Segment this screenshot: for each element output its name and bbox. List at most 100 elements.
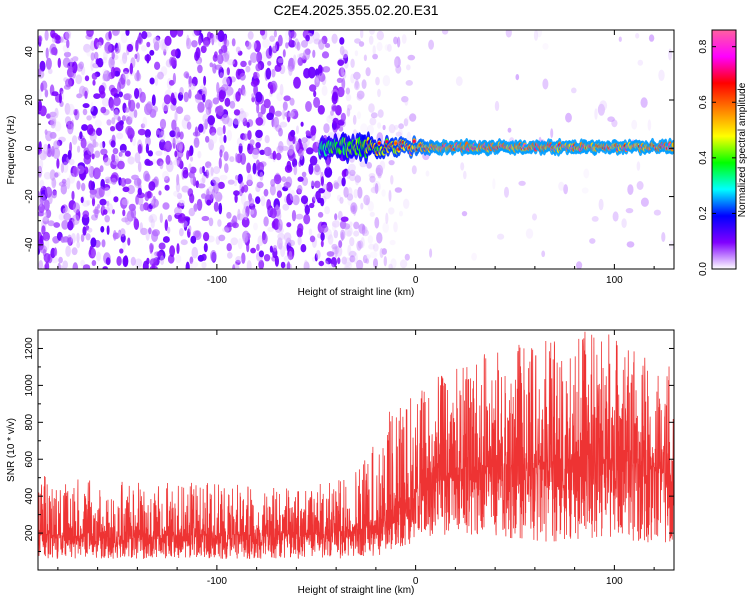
noise-blob	[235, 152, 238, 163]
noise-blob	[126, 116, 133, 125]
noise-blob	[226, 211, 232, 219]
noise-blob	[198, 35, 202, 46]
noise-blob	[116, 256, 122, 266]
noise-blob	[296, 41, 301, 51]
noise-blob	[250, 52, 258, 63]
noise-blob	[372, 243, 379, 252]
noise-blob	[340, 112, 346, 122]
noise-blob	[186, 150, 190, 161]
noise-blob	[301, 40, 308, 48]
noise-blob	[82, 103, 90, 109]
noise-blob	[63, 51, 72, 58]
noise-blob	[390, 258, 397, 269]
noise-blob	[245, 65, 251, 73]
noise-blob	[353, 81, 360, 91]
noise-blob	[627, 184, 634, 196]
noise-blob	[507, 127, 512, 133]
noise-blob	[194, 30, 200, 36]
noise-blob	[301, 171, 307, 178]
noise-blob	[281, 176, 287, 183]
noise-blob	[58, 213, 66, 221]
noise-blob	[200, 177, 206, 184]
noise-blob	[176, 156, 182, 168]
noise-blob	[149, 49, 155, 56]
noise-blob	[135, 39, 139, 52]
noise-blob	[306, 147, 314, 155]
noise-blob	[42, 211, 48, 218]
noise-blob	[277, 232, 285, 241]
noise-blob	[108, 30, 112, 40]
noise-blob	[197, 101, 205, 113]
spectrogram-frame	[37, 29, 675, 270]
noise-blob	[278, 242, 283, 250]
noise-blob	[246, 173, 253, 186]
noise-blob	[64, 116, 72, 125]
noise-blob	[497, 233, 505, 240]
noise-blob	[66, 177, 71, 190]
noise-blob	[170, 103, 177, 112]
noise-blob	[339, 37, 345, 45]
noise-blob	[226, 67, 230, 76]
noise-blob	[305, 101, 312, 112]
noise-blob	[308, 228, 313, 236]
noise-blob	[425, 170, 430, 177]
noise-blob	[226, 59, 235, 66]
noise-blob	[116, 132, 124, 140]
noise-blob	[219, 174, 228, 181]
noise-blob	[163, 94, 171, 105]
noise-blob	[222, 227, 230, 233]
noise-blob	[232, 222, 239, 229]
noise-blob	[668, 48, 673, 61]
noise-blob	[218, 234, 226, 242]
noise-blob	[134, 88, 140, 99]
noise-blob	[78, 61, 85, 70]
noise-blob	[154, 61, 161, 70]
noise-blob	[54, 34, 61, 41]
noise-blob	[110, 177, 117, 185]
noise-blob	[504, 186, 509, 198]
noise-blob	[237, 50, 243, 56]
noise-blob	[541, 250, 546, 258]
noise-blob	[344, 261, 353, 269]
noise-blob	[38, 88, 42, 100]
noise-blob	[342, 223, 351, 230]
noise-blob	[235, 174, 239, 181]
noise-blob	[124, 150, 131, 157]
noise-blob	[44, 30, 49, 41]
noise-blob	[367, 235, 374, 244]
noise-blob	[518, 180, 526, 186]
noise-blob	[174, 126, 180, 139]
noise-blob	[361, 79, 367, 90]
noise-blob	[224, 163, 229, 174]
noise-blob	[411, 165, 417, 175]
spectrogram-y-tick-label: 0	[24, 145, 35, 151]
noise-blob	[269, 35, 275, 42]
noise-blob	[190, 235, 197, 244]
noise-blob	[338, 240, 343, 248]
noise-blob	[341, 256, 347, 265]
spectrogram-x-axis: -100 0 100	[57, 30, 655, 286]
noise-blob	[151, 263, 156, 269]
noise-blob	[214, 191, 223, 202]
noise-blob	[272, 43, 278, 52]
noise-blob	[141, 30, 148, 40]
noise-blob	[90, 60, 94, 71]
noise-blob	[320, 198, 325, 207]
noise-blob	[255, 63, 261, 72]
noise-blob	[318, 72, 326, 83]
noise-blob	[122, 71, 129, 81]
noise-blob	[111, 30, 120, 36]
noise-blob	[97, 37, 104, 46]
noise-blob	[315, 190, 321, 201]
noise-blob	[640, 97, 648, 108]
noise-blob	[145, 143, 149, 154]
noise-blob	[214, 51, 218, 59]
noise-blob	[272, 245, 278, 252]
noise-blob	[359, 161, 367, 168]
noise-blob	[188, 75, 192, 88]
noise-blob	[218, 91, 225, 103]
noise-blob	[239, 110, 247, 123]
colorbar-tick-label: 0.2	[698, 206, 709, 220]
noise-blob	[265, 67, 272, 80]
noise-blob	[576, 261, 583, 269]
